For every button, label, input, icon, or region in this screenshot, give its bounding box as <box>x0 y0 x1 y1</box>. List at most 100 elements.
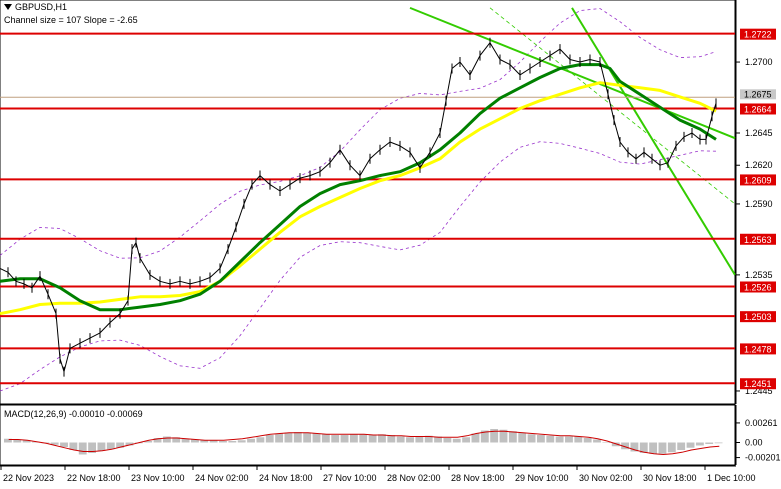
macd-histogram-bar <box>658 442 667 454</box>
time-tick-label: 30 Nov 18:00 <box>643 473 697 483</box>
level-label: 1.2526 <box>744 282 772 292</box>
channel-mid-line <box>489 7 736 205</box>
macd-indicator <box>4 429 723 456</box>
symbol-label: GBPUSD,H1 <box>15 2 68 12</box>
macd-histogram-bar <box>125 442 134 446</box>
macd-histogram-bar <box>22 440 31 443</box>
macd-histogram-bar <box>639 442 648 453</box>
macd-histogram-bar <box>303 432 312 443</box>
ma-slow-line <box>0 81 717 316</box>
macd-histogram-bar <box>630 442 639 452</box>
ma-fast-line <box>0 63 717 312</box>
macd-histogram-bar <box>424 435 433 443</box>
macd-histogram-bar <box>50 442 59 445</box>
macd-histogram-bar <box>256 437 265 443</box>
channel-info: Channel size = 107 Slope = -2.65 <box>4 15 138 25</box>
price-tick-label: 1.2645 <box>745 128 773 138</box>
macd-histogram-bar <box>60 442 68 447</box>
macd-histogram-bar <box>686 442 695 448</box>
time-tick-label: 22 Nov 18:00 <box>67 473 121 483</box>
macd-signal-line <box>8 430 720 456</box>
macd-histogram-bar <box>228 441 237 443</box>
level-label: 1.2722 <box>744 30 772 40</box>
time-tick-label: 22 Nov 2023 <box>3 473 54 483</box>
price-series <box>0 37 717 377</box>
current-price-label: 1.2675 <box>744 89 772 99</box>
time-tick-label: 28 Nov 18:00 <box>451 473 505 483</box>
price-line <box>0 42 717 373</box>
macd-histogram-bar <box>527 434 536 443</box>
macd-histogram-bar <box>546 435 555 443</box>
macd-histogram-bar <box>705 442 714 444</box>
price-tick-label: 1.2535 <box>745 270 773 280</box>
level-label-bg <box>740 233 776 245</box>
macd-histogram-bar <box>508 431 517 443</box>
level-label: 1.2503 <box>744 312 772 322</box>
time-tick-label: 23 Nov 10:00 <box>131 473 185 483</box>
macd-histogram-bar <box>144 441 153 443</box>
level-label: 1.2563 <box>744 235 772 245</box>
macd-histogram-bar <box>88 442 97 453</box>
support-resistance-levels <box>0 32 735 385</box>
macd-histogram-bar <box>649 442 658 454</box>
macd-histogram-bar <box>714 442 723 444</box>
chart-title: GBPUSD,H1 <box>4 2 67 12</box>
level-label-bg <box>740 378 776 390</box>
macd-histogram-bar <box>181 438 190 443</box>
level-label-bg <box>740 28 776 40</box>
macd-histogram-bar <box>602 442 611 443</box>
macd-tick-label: 0.00261 <box>745 418 778 428</box>
macd-tick-label: 0.00 <box>745 438 763 448</box>
level-label: 1.2478 <box>744 344 772 354</box>
macd-histogram-bar <box>340 435 349 443</box>
macd-title: MACD(12,26,9) -0.00010 -0.00069 <box>4 409 143 419</box>
macd-tick-label: -0.00201 <box>745 453 781 463</box>
level-labels: 1.2675 1.2722 1.2664 1.2609 1.2563 1.2526 1.25… <box>740 28 776 390</box>
macd-histogram-bar <box>368 435 377 443</box>
macd-histogram-bar <box>695 442 704 446</box>
level-label-bg <box>740 103 776 115</box>
macd-histogram-bar <box>499 429 508 443</box>
macd-histogram-bar <box>611 442 620 447</box>
macd-histogram-bar <box>406 437 414 443</box>
level-label: 1.2609 <box>744 175 772 185</box>
price-tick-label: 1.2590 <box>745 199 773 209</box>
macd-histogram-bar <box>471 433 480 443</box>
current-price-label-bg <box>740 89 776 100</box>
time-tick-label: 27 Nov 10:00 <box>323 473 377 483</box>
price-axis: 1.2700 1.2645 1.2620 1.2590 1.2535 1.2445 <box>735 0 773 404</box>
macd-histogram-bar <box>331 435 340 443</box>
dropdown-triangle-icon <box>4 4 12 10</box>
bollinger-bands <box>0 8 717 392</box>
macd-histogram-bar <box>349 434 358 443</box>
price-panel-background <box>0 0 736 405</box>
macd-histogram-bar <box>452 438 461 443</box>
lower-band-line <box>0 141 717 392</box>
macd-histogram-bar <box>359 434 368 443</box>
macd-histogram-bar <box>106 442 115 450</box>
level-label-bg <box>740 311 776 323</box>
macd-histogram-bar <box>434 436 442 443</box>
macd-histogram-bar <box>536 435 545 443</box>
time-tick-label: 28 Nov 02:00 <box>387 473 441 483</box>
time-tick-label: 30 Nov 02:00 <box>579 473 633 483</box>
macd-histogram-bar <box>219 441 227 443</box>
level-label-bg <box>740 343 776 355</box>
macd-histogram-bar <box>237 440 246 443</box>
level-label-bg <box>740 281 776 293</box>
macd-histogram-bar <box>462 437 471 443</box>
time-axis: 22 Nov 2023 22 Nov 18:00 23 Nov 10:00 24 No… <box>0 465 756 483</box>
time-tick-label: 29 Nov 10:00 <box>515 473 569 483</box>
macd-histogram-bar <box>4 438 12 443</box>
time-tick-label: 24 Nov 02:00 <box>195 473 249 483</box>
macd-histogram-bar <box>13 439 22 443</box>
level-label: 1.2664 <box>744 104 772 114</box>
macd-histogram-bar <box>443 438 452 443</box>
macd-histogram-bar <box>555 436 564 443</box>
macd-histogram-bar <box>293 432 302 443</box>
level-label: 1.2451 <box>744 379 772 389</box>
price-tick-label: 1.2445 <box>745 386 773 396</box>
macd-histogram-bar <box>200 440 209 443</box>
macd-histogram-bar <box>667 442 676 453</box>
